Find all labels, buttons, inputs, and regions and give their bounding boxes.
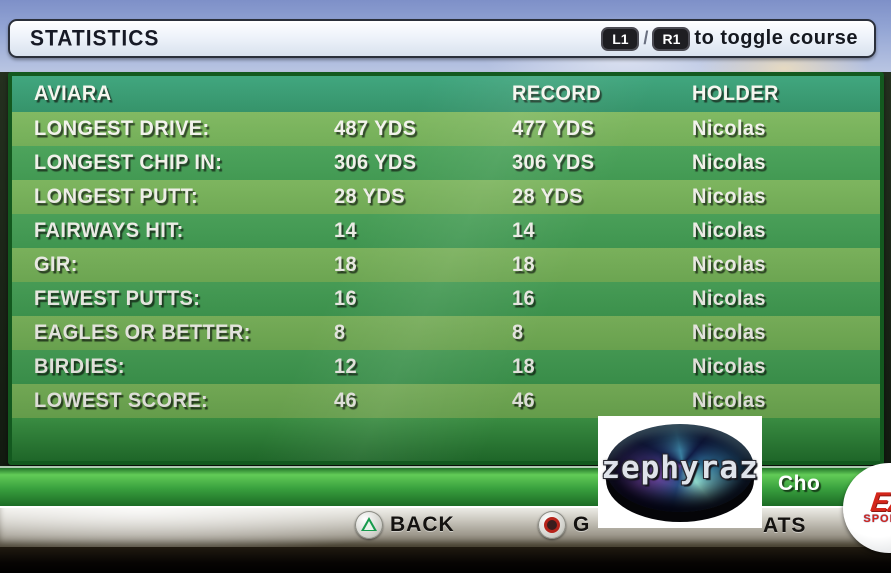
- stat-value: 46: [334, 389, 358, 412]
- holder-column-header: HOLDER: [692, 82, 779, 105]
- stat-holder: Nicolas: [692, 151, 766, 174]
- back-label: BACK: [390, 513, 455, 536]
- stat-holder: Nicolas: [692, 355, 766, 378]
- stat-record: 8: [512, 321, 524, 344]
- stat-record: 46: [512, 389, 536, 412]
- stat-holder: Nicolas: [692, 389, 766, 412]
- stat-record: 18: [512, 253, 536, 276]
- stat-value: 18: [334, 253, 358, 276]
- stat-value: 28 YDS: [334, 185, 405, 208]
- table-row: FAIRWAYS HIT: 14 14 Nicolas: [12, 214, 880, 248]
- page-title: STATISTICS: [30, 25, 160, 51]
- stat-value: 8: [334, 321, 346, 344]
- stat-label: FEWEST PUTTS:: [34, 287, 201, 310]
- stat-label: BIRDIES:: [34, 355, 125, 378]
- stats-panel: AVIARA RECORD HOLDER LONGEST DRIVE: 487 …: [8, 72, 884, 465]
- game-stats-partial-right-wrap: ATS: [763, 514, 806, 538]
- table-row: BIRDIES: 12 18 Nicolas: [12, 350, 880, 384]
- stat-value: 487 YDS: [334, 117, 417, 140]
- game-stats-partial-right: ATS: [763, 514, 807, 537]
- table-row: GIR: 18 18 Nicolas: [12, 248, 880, 282]
- table-header-row: AVIARA RECORD HOLDER: [12, 76, 880, 112]
- toggle-hint-label: to toggle course: [694, 27, 858, 49]
- stat-holder: Nicolas: [692, 185, 766, 208]
- stat-holder: Nicolas: [692, 117, 766, 140]
- stat-label: LONGEST PUTT:: [34, 185, 199, 208]
- stat-holder: Nicolas: [692, 321, 766, 344]
- stat-record: 18: [512, 355, 536, 378]
- stat-holder: Nicolas: [692, 219, 766, 242]
- table-row: LONGEST CHIP IN: 306 YDS 306 YDS Nicolas: [12, 146, 880, 180]
- stat-holder: Nicolas: [692, 253, 766, 276]
- r1-button-icon[interactable]: R1: [654, 28, 689, 49]
- stat-value: 16: [334, 287, 358, 310]
- hint-separator: /: [643, 28, 649, 48]
- stat-label: LONGEST CHIP IN:: [34, 151, 223, 174]
- table-row: EAGLES OR BETTER: 8 8 Nicolas: [12, 316, 880, 350]
- stat-record: 16: [512, 287, 536, 310]
- table-row: FEWEST PUTTS: 16 16 Nicolas: [12, 282, 880, 316]
- stat-label: LONGEST DRIVE:: [34, 117, 210, 140]
- game-stats-button[interactable]: G: [538, 511, 590, 539]
- table-row: LOWEST SCORE: 46 46 Nicolas: [12, 384, 880, 418]
- triangle-button-icon: [355, 511, 383, 539]
- title-bar: STATISTICS L1 / R1 to toggle course: [8, 19, 876, 58]
- ea-logo-text: EA: [869, 487, 891, 517]
- stat-record: 28 YDS: [512, 185, 583, 208]
- watermark-label: zephyraz: [601, 450, 759, 486]
- l1-button-icon[interactable]: L1: [603, 28, 638, 49]
- record-column-header: RECORD: [512, 82, 602, 105]
- stat-value: 306 YDS: [334, 151, 417, 174]
- stat-label: EAGLES OR BETTER:: [34, 321, 251, 344]
- course-toggle-hint: L1 / R1 to toggle course: [603, 27, 858, 50]
- stat-value: 12: [334, 355, 358, 378]
- choose-partial-label: Cho: [778, 472, 821, 495]
- game-stats-partial-left: G: [573, 513, 591, 536]
- zephyraz-watermark: zephyraz: [598, 416, 762, 528]
- bottom-black-strip: [0, 547, 891, 573]
- watermark-swirl-disc: [606, 424, 754, 512]
- table-row: LONGEST DRIVE: 487 YDS 477 YDS Nicolas: [12, 112, 880, 146]
- stat-label: LOWEST SCORE:: [34, 389, 209, 412]
- course-name-header: AVIARA: [34, 82, 112, 105]
- back-button[interactable]: BACK: [355, 511, 455, 539]
- stat-record: 306 YDS: [512, 151, 595, 174]
- table-row: LONGEST PUTT: 28 YDS 28 YDS Nicolas: [12, 180, 880, 214]
- stat-value: 14: [334, 219, 358, 242]
- stat-holder: Nicolas: [692, 287, 766, 310]
- stat-label: GIR:: [34, 253, 78, 276]
- ea-sports-text: SPORTS: [863, 513, 891, 525]
- stat-label: FAIRWAYS HIT:: [34, 219, 184, 242]
- stat-record: 14: [512, 219, 536, 242]
- circle-button-icon: [538, 511, 566, 539]
- stat-record: 477 YDS: [512, 117, 595, 140]
